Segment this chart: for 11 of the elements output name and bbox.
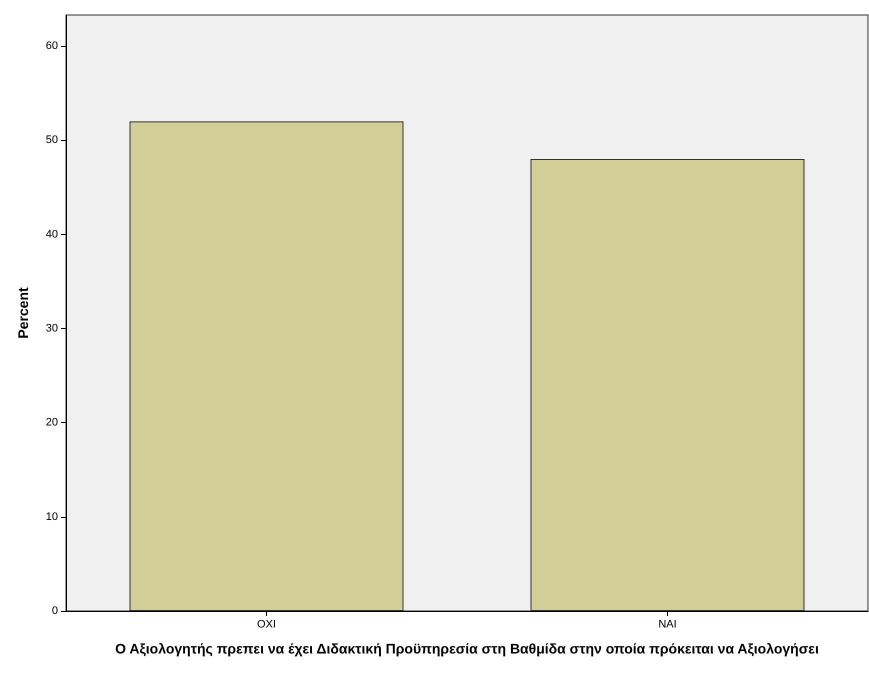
y-tick-label: 20 xyxy=(46,416,58,429)
x-tick-label: ΟΧΙ xyxy=(257,618,276,630)
y-axis-title: Percent xyxy=(15,286,31,339)
y-tick-label: 30 xyxy=(46,322,58,335)
y-tick-label: 10 xyxy=(46,510,58,523)
x-axis-title: Ο Αξιολογητής πρεπει να έχει Διδακτική Προϋπηρεσία στη Βαθμίδα στην οποία πρόκειται να Αξιολογήσει xyxy=(115,640,819,656)
x-tick-label: ΝΑΙ xyxy=(658,618,677,630)
y-tick-label: 40 xyxy=(46,228,58,240)
y-tick-label: 0 xyxy=(52,605,58,617)
y-tick-label: 50 xyxy=(46,134,58,146)
y-tick-label: 60 xyxy=(46,40,58,52)
